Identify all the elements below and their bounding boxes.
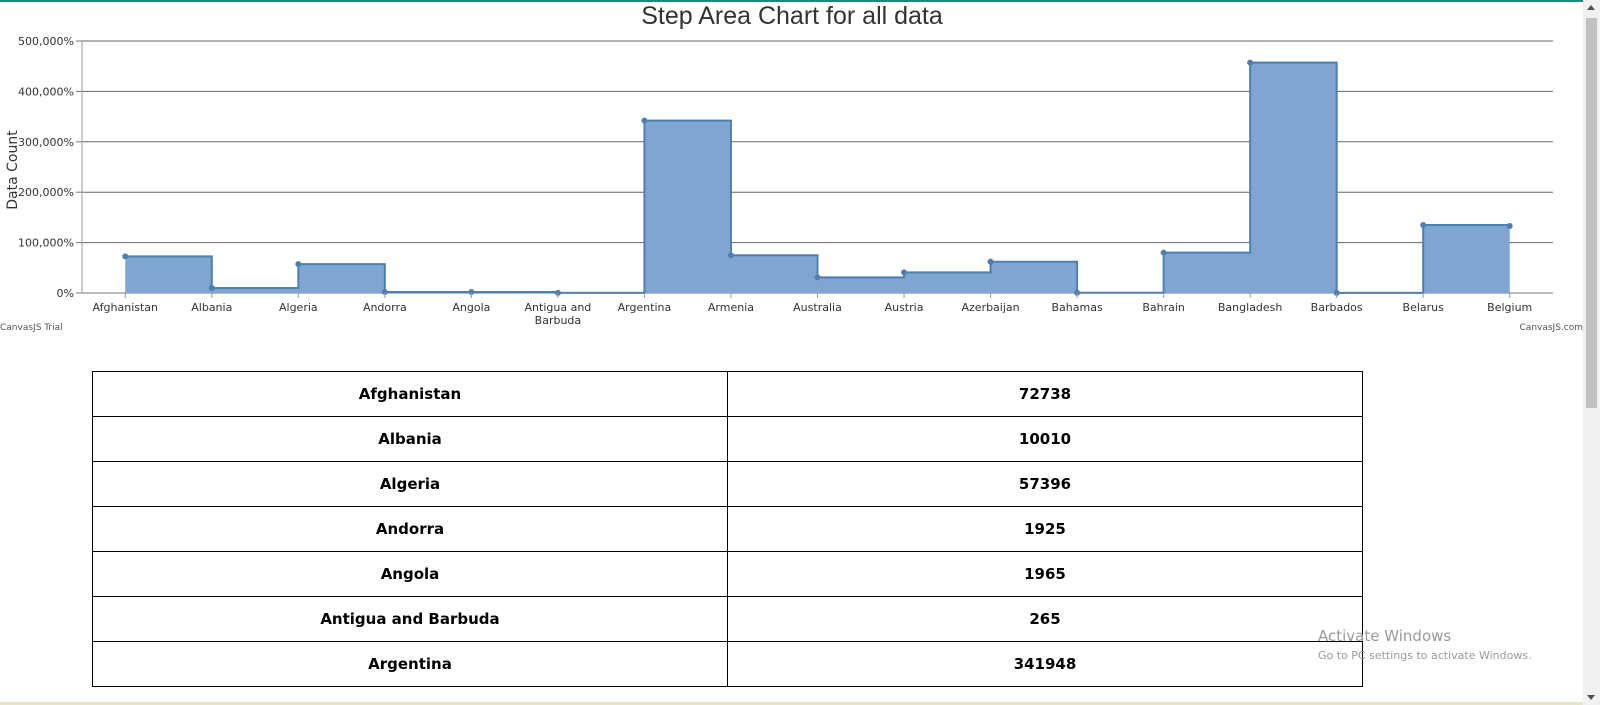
x-tick-label: Andorra	[363, 301, 407, 314]
y-tick-label: 100,000%	[18, 237, 74, 250]
country-cell: Angola	[92, 551, 728, 597]
y-axis-title: Data Count	[5, 130, 21, 210]
table-row: Argentina 341948	[92, 641, 1363, 687]
count-cell: 1925	[727, 506, 1363, 552]
x-tick-label: Belarus	[1403, 301, 1445, 314]
x-tick-label: Argentina	[618, 301, 672, 314]
x-tick-label: Antigua and	[525, 301, 592, 314]
data-point[interactable]	[901, 269, 908, 276]
y-tick-label: 0%	[57, 287, 74, 300]
data-point[interactable]	[295, 261, 302, 268]
x-tick-label: Belgium	[1487, 301, 1532, 314]
x-tick-label: Algeria	[279, 301, 318, 314]
x-tick-label: Azerbaijan	[961, 301, 1019, 314]
count-cell: 265	[727, 596, 1363, 642]
count-cell: 1965	[727, 551, 1363, 597]
x-tick-label: Angola	[452, 301, 490, 314]
data-point[interactable]	[122, 253, 129, 260]
x-tick-label: Bangladesh	[1218, 301, 1283, 314]
data-point[interactable]	[1420, 221, 1427, 228]
vertical-scrollbar[interactable]	[1583, 0, 1600, 705]
count-cell: 341948	[727, 641, 1363, 687]
data-point[interactable]	[1506, 222, 1513, 229]
x-tick-label: Australia	[793, 301, 842, 314]
x-tick-label: Barbuda	[535, 314, 582, 327]
scroll-up-arrow-icon[interactable]	[1587, 5, 1595, 10]
table-row: Angola 1965	[92, 551, 1363, 597]
data-point[interactable]	[641, 117, 648, 124]
bottom-edge	[0, 702, 1583, 705]
y-tick-label: 500,000%	[18, 35, 74, 48]
country-cell: Antigua and Barbuda	[92, 596, 728, 642]
y-tick-label: 200,000%	[18, 186, 74, 199]
scroll-thumb[interactable]	[1586, 18, 1597, 408]
step-area-chart: Step Area Chart for all data Data Count …	[0, 2, 1583, 333]
chart-title: Step Area Chart for all data	[641, 2, 943, 30]
data-point[interactable]	[468, 289, 475, 296]
activate-windows-watermark: Activate Windows Go to PC settings to ac…	[1318, 627, 1532, 662]
x-tick-label: Afghanistan	[93, 301, 159, 314]
data-point[interactable]	[1247, 59, 1254, 66]
country-cell: Algeria	[92, 461, 728, 507]
data-point[interactable]	[1333, 289, 1340, 296]
y-tick-label: 400,000%	[18, 85, 74, 98]
data-point[interactable]	[1074, 289, 1081, 296]
table-row: Algeria 57396	[92, 461, 1363, 507]
table-row: Albania 10010	[92, 416, 1363, 462]
data-table: Afghanistan 72738 Albania 10010 Algeria 57396…	[92, 371, 1363, 687]
top-accent-rule	[0, 0, 1600, 2]
watermark-subtitle: Go to PC settings to activate Windows.	[1318, 649, 1532, 662]
data-point[interactable]	[814, 274, 821, 281]
country-cell: Albania	[92, 416, 728, 462]
scroll-down-arrow-icon[interactable]	[1587, 695, 1595, 700]
table-body: Afghanistan 72738 Albania 10010 Algeria 57396…	[92, 371, 1363, 687]
country-cell: Afghanistan	[92, 371, 728, 417]
count-cell: 57396	[727, 461, 1363, 507]
table-row: Andorra 1925	[92, 506, 1363, 552]
x-tick-label: Austria	[885, 301, 924, 314]
data-point[interactable]	[1160, 249, 1167, 256]
x-tick-label: Albania	[191, 301, 232, 314]
data-point[interactable]	[554, 289, 561, 296]
table-row: Antigua and Barbuda 265	[92, 596, 1363, 642]
country-cell: Argentina	[92, 641, 728, 687]
count-cell: 72738	[727, 371, 1363, 417]
x-tick-label: Bahamas	[1051, 301, 1102, 314]
watermark-title: Activate Windows	[1318, 627, 1452, 645]
y-tick-label: 300,000%	[18, 136, 74, 149]
credit-left[interactable]: CanvasJS Trial	[0, 323, 63, 333]
x-tick-label: Armenia	[708, 301, 754, 314]
country-cell: Andorra	[92, 506, 728, 552]
count-cell: 10010	[727, 416, 1363, 462]
data-point[interactable]	[208, 284, 215, 291]
table-row: Afghanistan 72738	[92, 371, 1363, 417]
x-tick-label: Barbados	[1311, 301, 1363, 314]
credit-right[interactable]: CanvasJS.com	[1520, 323, 1583, 333]
data-point[interactable]	[987, 258, 994, 265]
x-tick-label: Bahrain	[1142, 301, 1185, 314]
data-point[interactable]	[381, 289, 388, 296]
data-point[interactable]	[727, 252, 734, 259]
